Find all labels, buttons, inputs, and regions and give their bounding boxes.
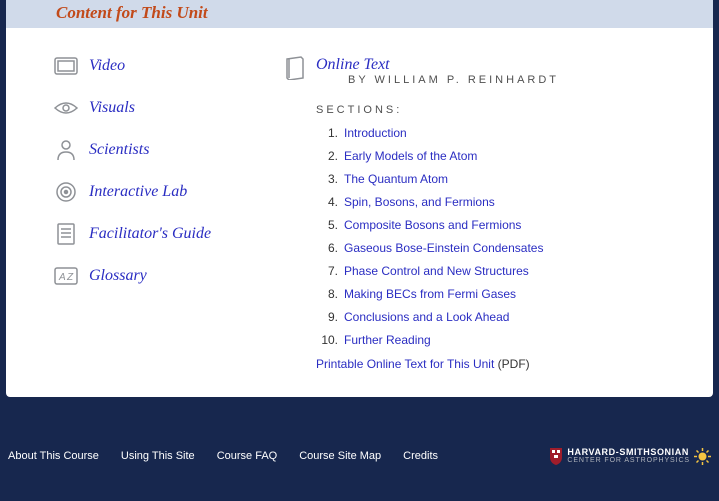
footer-link-using[interactable]: Using This Site	[121, 450, 195, 462]
section-num: 1.	[316, 126, 338, 140]
content-body: Video Visuals Scientists	[6, 28, 713, 397]
nav-glossary-label[interactable]: Glossary	[89, 267, 147, 285]
section-link[interactable]: The Quantum Atom	[344, 172, 448, 186]
svg-text:Z: Z	[66, 272, 74, 283]
footer-link-credits[interactable]: Credits	[403, 450, 438, 462]
nav-video-label[interactable]: Video	[89, 57, 125, 75]
book-icon	[284, 56, 306, 80]
section-row: 2. Early Models of the Atom	[316, 149, 693, 163]
section-row: 3. The Quantum Atom	[316, 172, 693, 186]
unit-header-title: Content for This Unit	[56, 3, 208, 22]
section-num: 5.	[316, 218, 338, 232]
section-row: 5. Composite Bosons and Fermions	[316, 218, 693, 232]
section-num: 4.	[316, 195, 338, 209]
printable-link[interactable]: Printable Online Text for This Unit	[316, 357, 494, 371]
nav-facilitator-guide-label[interactable]: Facilitator's Guide	[89, 225, 211, 243]
section-row: 4. Spin, Bosons, and Fermions	[316, 195, 693, 209]
section-row: 1. Introduction	[316, 126, 693, 140]
section-link[interactable]: Spin, Bosons, and Fermions	[344, 195, 495, 209]
nav-interactive-lab-label[interactable]: Interactive Lab	[89, 183, 187, 201]
printable-suffix: (PDF)	[498, 357, 530, 371]
video-icon	[54, 56, 78, 76]
online-text-head: Online Text BY WILLIAM P. REINHARDT	[284, 56, 693, 86]
sections-list: 1. Introduction 2. Early Models of the Ato…	[316, 126, 693, 347]
section-link[interactable]: Making BECs from Fermi Gases	[344, 287, 516, 301]
nav-visuals[interactable]: Visuals	[54, 98, 284, 118]
doc-icon	[54, 224, 78, 244]
section-row: 8. Making BECs from Fermi Gases	[316, 287, 693, 301]
nav-interactive-lab[interactable]: Interactive Lab	[54, 182, 284, 202]
nav-scientists-label[interactable]: Scientists	[89, 141, 149, 159]
section-link[interactable]: Composite Bosons and Fermions	[344, 218, 521, 232]
footer-link-faq[interactable]: Course FAQ	[217, 450, 278, 462]
nav-glossary[interactable]: AZ Glossary	[54, 266, 284, 286]
nav-facilitator-guide[interactable]: Facilitator's Guide	[54, 224, 284, 244]
sections-label: SECTIONS:	[316, 104, 693, 116]
section-num: 3.	[316, 172, 338, 186]
section-link[interactable]: Early Models of the Atom	[344, 149, 477, 163]
section-row: 9. Conclusions and a Look Ahead	[316, 310, 693, 324]
section-num: 2.	[316, 149, 338, 163]
footer-link-sitemap[interactable]: Course Site Map	[299, 450, 381, 462]
section-link[interactable]: Gaseous Bose-Einstein Condensates	[344, 241, 543, 255]
printable-row: Printable Online Text for This Unit (PDF…	[316, 357, 693, 371]
footer-link-about[interactable]: About This Course	[8, 450, 99, 462]
nav-video[interactable]: Video	[54, 56, 284, 76]
section-row: 7. Phase Control and New Structures	[316, 264, 693, 278]
section-num: 7.	[316, 264, 338, 278]
online-text-title[interactable]: Online Text	[316, 56, 559, 74]
footer-spacer	[0, 397, 719, 437]
section-num: 9.	[316, 310, 338, 324]
section-link[interactable]: Introduction	[344, 126, 407, 140]
online-text-byline: BY WILLIAM P. REINHARDT	[348, 74, 559, 86]
section-num: 6.	[316, 241, 338, 255]
harvard-smithsonian-logo[interactable]: HARVARD-SMITHSONIAN CENTER FOR ASTROPHYS…	[549, 447, 711, 465]
az-icon: AZ	[54, 266, 78, 286]
nav-scientists[interactable]: Scientists	[54, 140, 284, 160]
section-num: 8.	[316, 287, 338, 301]
unit-header: Content for This Unit	[6, 0, 713, 28]
sun-icon	[694, 448, 711, 465]
section-link[interactable]: Phase Control and New Structures	[344, 264, 529, 278]
nav-visuals-label[interactable]: Visuals	[89, 99, 135, 117]
section-link[interactable]: Further Reading	[344, 333, 431, 347]
shield-icon	[549, 447, 563, 465]
svg-text:A: A	[58, 272, 66, 283]
section-num: 10.	[316, 333, 338, 347]
eye-icon	[54, 98, 78, 118]
target-icon	[54, 182, 78, 202]
content-card: Content for This Unit Video Visuals	[6, 0, 713, 397]
section-link[interactable]: Conclusions and a Look Ahead	[344, 310, 509, 324]
section-row: 10. Further Reading	[316, 333, 693, 347]
person-icon	[54, 140, 78, 160]
footer: About This Course Using This Site Course…	[0, 437, 719, 473]
online-text-panel: Online Text BY WILLIAM P. REINHARDT SECT…	[284, 56, 713, 371]
sidebar-nav: Video Visuals Scientists	[54, 56, 284, 371]
logo-text: HARVARD-SMITHSONIAN CENTER FOR ASTROPHYS…	[567, 448, 690, 465]
section-row: 6. Gaseous Bose-Einstein Condensates	[316, 241, 693, 255]
